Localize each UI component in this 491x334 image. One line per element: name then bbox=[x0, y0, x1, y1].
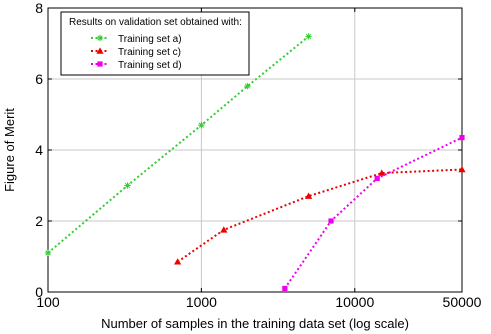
marker-stroke bbox=[97, 35, 103, 41]
marker-stroke bbox=[124, 182, 131, 189]
data-point bbox=[374, 175, 380, 181]
x-axis-title: Number of samples in the training data s… bbox=[101, 316, 409, 331]
series-asterisk bbox=[44, 33, 312, 257]
legend-item: Training set a) bbox=[91, 34, 182, 45]
series-square bbox=[282, 134, 465, 292]
data-point bbox=[378, 169, 386, 176]
x-tick-label: 10000 bbox=[335, 294, 374, 310]
y-tick-label: 4 bbox=[35, 142, 43, 158]
series-triangle bbox=[174, 165, 466, 265]
series-line bbox=[284, 136, 463, 290]
y-tick-label: 2 bbox=[35, 213, 43, 229]
series-line bbox=[177, 168, 463, 263]
y-tick-label: 6 bbox=[35, 71, 43, 87]
data-point bbox=[305, 192, 313, 199]
y-tick-label: 0 bbox=[35, 284, 43, 300]
data-point bbox=[305, 33, 312, 40]
marker-stroke bbox=[45, 250, 51, 256]
x-tick-label: 1000 bbox=[186, 294, 217, 310]
data-point bbox=[174, 258, 182, 265]
legend-marker bbox=[96, 47, 104, 54]
axis-ticks: 100 1000 10000 50000 0 2 4 6 8 bbox=[35, 0, 481, 310]
marker-stroke bbox=[198, 122, 205, 128]
y-tick-label: 8 bbox=[35, 0, 43, 16]
legend-title: Results on validation set obtained with: bbox=[69, 17, 242, 28]
legend-item: Training set c) bbox=[91, 47, 181, 58]
data-point bbox=[459, 134, 465, 141]
data-point bbox=[244, 82, 251, 90]
legend-label: Training set c) bbox=[118, 47, 181, 58]
legend: Results on validation set obtained with:… bbox=[60, 11, 250, 76]
data-point bbox=[44, 249, 52, 257]
data-point bbox=[220, 226, 228, 233]
data-point bbox=[282, 285, 288, 292]
legend-label: Training set a) bbox=[118, 34, 182, 45]
data-point bbox=[328, 218, 334, 224]
data-point bbox=[198, 121, 205, 129]
data-point bbox=[458, 165, 466, 173]
legend-marker bbox=[96, 34, 104, 42]
legend-item: Training set d) bbox=[91, 60, 182, 71]
x-tick-label: 100 bbox=[36, 294, 60, 310]
series-group bbox=[44, 33, 466, 292]
legend-marker bbox=[97, 61, 103, 67]
legend-label: Training set d) bbox=[118, 60, 182, 71]
x-tick-label: 50000 bbox=[443, 294, 482, 310]
y-axis-title: Figure of Merit bbox=[2, 108, 17, 192]
marker-stroke bbox=[244, 83, 251, 89]
marker-stroke bbox=[305, 33, 312, 40]
data-point bbox=[124, 182, 131, 189]
